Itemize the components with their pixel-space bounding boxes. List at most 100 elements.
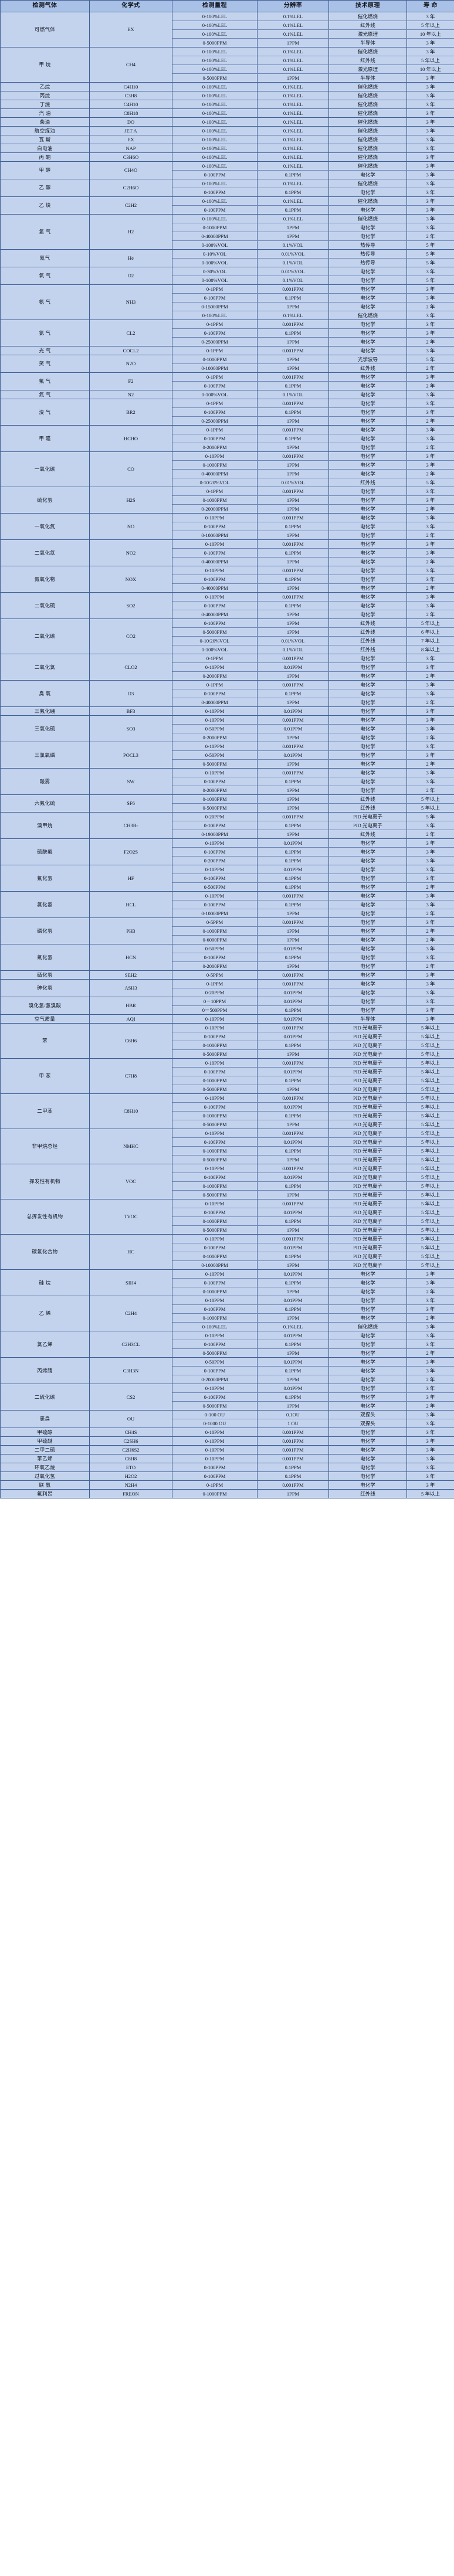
cell-tech: 电化学 xyxy=(328,522,407,531)
cell-res: 0.001PPM xyxy=(257,1234,329,1243)
cell-range: 0－10PPM xyxy=(172,997,258,1006)
cell-tech: 电化学 xyxy=(328,539,407,549)
cell-gas-name: 碳氢化合物 xyxy=(0,1234,90,1270)
cell-life: 2 年 xyxy=(406,733,454,742)
cell-life: 2 年 xyxy=(406,363,454,373)
cell-life: 8 年以上 xyxy=(406,645,454,654)
cell-res: 0.1PPM xyxy=(257,1366,329,1375)
cell-tech: 电化学 xyxy=(328,891,407,900)
cell-range: 0-100PPM xyxy=(172,1067,258,1076)
cell-range: 0-1PPM xyxy=(172,487,258,496)
cell-life: 3 年 xyxy=(406,1410,454,1419)
cell-tech: 催化燃烧 xyxy=(328,126,407,135)
cell-tech: 电化学 xyxy=(328,926,407,936)
cell-gas-name: 硫酰氟 xyxy=(0,838,90,865)
cell-tech: 红外线 xyxy=(328,627,407,637)
cell-tech: 电化学 xyxy=(328,443,407,452)
cell-gas-name: 一氧化氮 xyxy=(0,513,90,540)
cell-tech: 电化学 xyxy=(328,953,407,962)
cell-life: 3 年 xyxy=(406,689,454,698)
cell-life: 3 年 xyxy=(406,73,454,83)
cell-res: 1PPM xyxy=(257,363,329,373)
table-row: 0-100PPM 0.1PPM 电化学 3 年 xyxy=(1,1278,454,1287)
cell-chemical-formula: CO2 xyxy=(89,618,172,654)
cell-range: 0-100PPM xyxy=(172,1463,258,1472)
cell-tech: 催化燃烧 xyxy=(328,144,407,153)
cell-life: 5 年以上 xyxy=(406,1225,454,1235)
cell-chemical-formula: NMHC xyxy=(89,1129,172,1164)
table-row: 0-1000PPM 0.1PPM PID 光电离子 5 年以上 xyxy=(1,1252,454,1261)
cell-res: 0.001PPM xyxy=(257,768,329,777)
cell-res: 0.01%VOL xyxy=(257,267,329,276)
cell-life: 5 年以上 xyxy=(406,1243,454,1252)
table-row: 二氧化碳 CO2 0-100PPM 1PPM 红外线 5 年以上 xyxy=(0,618,454,654)
cell-life: 5 年 xyxy=(406,240,454,250)
cell-range: 0-1000PPM xyxy=(172,355,258,364)
cell-range: 0-1000PPM xyxy=(172,1181,258,1191)
cell-gas-name: 溴 气 xyxy=(0,399,90,426)
table-row: 0-100%LEL 0.1%LEL 激光原理 10 年以上 xyxy=(1,29,454,39)
cell-tech: 电化学 xyxy=(328,1463,407,1472)
cell-res: 1PPM xyxy=(257,232,329,241)
table-row: 汽 油 C8H18 0-100%LEL 0.1%LEL 催化燃烧 3 年 xyxy=(0,108,454,118)
table-row: 笑 气 N2O 0-1000PPM 1PPM 光学波导 5 年 xyxy=(0,355,454,373)
cell-tech: 催化燃烧 xyxy=(328,47,407,56)
cell-tech: 电化学 xyxy=(328,698,407,707)
cell-life: 3 年 xyxy=(406,293,454,303)
cell-life: 5 年以上 xyxy=(406,1058,454,1068)
cell-res: 0.001PPM xyxy=(257,425,329,434)
cell-res: 0.1%LEL xyxy=(257,82,329,91)
cell-tech: 电化学 xyxy=(328,399,407,408)
cell-chemical-formula: N2H4 xyxy=(89,1480,172,1490)
cell-tech: 电化学 xyxy=(328,1357,407,1367)
cell-life: 3 年 xyxy=(406,1471,454,1481)
cell-range: 0-100PPM xyxy=(172,874,258,883)
cell-tech: 电化学 xyxy=(328,768,407,777)
cell-res: 0.1%LEL xyxy=(257,1322,329,1331)
cell-life: 3 年 xyxy=(406,188,454,197)
cell-gas-name: 二氧化碳 xyxy=(0,618,90,654)
cell-range: 0-100PPM xyxy=(172,522,258,531)
table-row: 0-2000PPM 1PPM 电化学 2 年 xyxy=(1,786,454,795)
cell-tech: 电化学 xyxy=(328,566,407,575)
cell-res: 1PPM xyxy=(257,1049,329,1059)
table-row: 可燃气体 EX 0-100%LEL 0.1%LEL 催化燃烧 3 年 xyxy=(0,12,454,47)
cell-range: 0-10PPM xyxy=(172,838,258,848)
cell-res: 0.001PPM xyxy=(257,1164,329,1173)
table-row: 0-100PPM 0.1PPM 电化学 3 年 xyxy=(1,900,454,909)
cell-life: 5 年以上 xyxy=(406,1085,454,1094)
cell-tech: 电化学 xyxy=(328,487,407,496)
cell-life: 3 年 xyxy=(406,944,454,953)
table-row: 挥发性有机物 VOC 0-10PPM 0.001PPM PID 光电离子 5 年以上 xyxy=(0,1164,454,1199)
cell-gas-name: 丙 酮 xyxy=(0,152,90,162)
cell-gas-name: 空气质量 xyxy=(0,1014,90,1024)
cell-chemical-formula: C8H18 xyxy=(89,108,172,118)
table-row: 三氧化硫 SO3 0-10PPM 0.001PPM 电化学 3 年 xyxy=(0,715,454,742)
cell-life: 2 年 xyxy=(406,1375,454,1384)
cell-res: 0.01PPM xyxy=(257,1173,329,1182)
cell-range: 0-100PPM xyxy=(172,1471,258,1481)
table-row: 0-100%VOL 0.1%VOL 热传导 5 年 xyxy=(1,258,454,267)
cell-gas-name: 氢 气 xyxy=(0,214,90,250)
cell-life: 3 年 xyxy=(406,1445,454,1454)
cell-res: 0.01PPM xyxy=(257,997,329,1006)
cell-life: 2 年 xyxy=(406,232,454,241)
cell-life: 5 年以上 xyxy=(406,1190,454,1199)
cell-res: 0.01PPM xyxy=(257,750,329,760)
cell-res: 0.001PPM xyxy=(257,451,329,461)
table-row: 0-5000PPM 1PPM 红外线 5 年以上 xyxy=(1,803,454,813)
cell-tech: 催化燃烧 xyxy=(328,100,407,109)
table-row: 氯 气 CL2 0-1PPM 0.001PPM 电化学 3 年 xyxy=(0,320,454,346)
table-row: 0-15000PPM 1PPM 电化学 2 年 xyxy=(1,302,454,311)
cell-gas-name: 溴化氢/氢溴酸 xyxy=(0,997,90,1015)
cell-tech: 电化学 xyxy=(328,900,407,909)
table-row: 溴 气 BR2 0-1PPM 0.001PPM 电化学 3 年 xyxy=(0,399,454,426)
cell-range: 0-100%LEL xyxy=(172,179,258,188)
cell-gas-name: 三氧化硫 xyxy=(0,715,90,742)
cell-life: 2 年 xyxy=(406,882,454,892)
table-row: 0-10/20%VOL 0.01%VOL 红外线 5 年 xyxy=(1,478,454,487)
table-row: 氰化氢 HCN 0-50PPM 0.01PPM 电化学 3 年 xyxy=(0,944,454,971)
cell-life: 3 年 xyxy=(406,1304,454,1314)
cell-range: 0-1000PPM xyxy=(172,1313,258,1323)
gas-detection-spec-sheet: 检测气体 化学式 检测量程 分辨率 技术原理 寿 命 可燃气体 EX 0-100%L… xyxy=(0,0,454,1498)
